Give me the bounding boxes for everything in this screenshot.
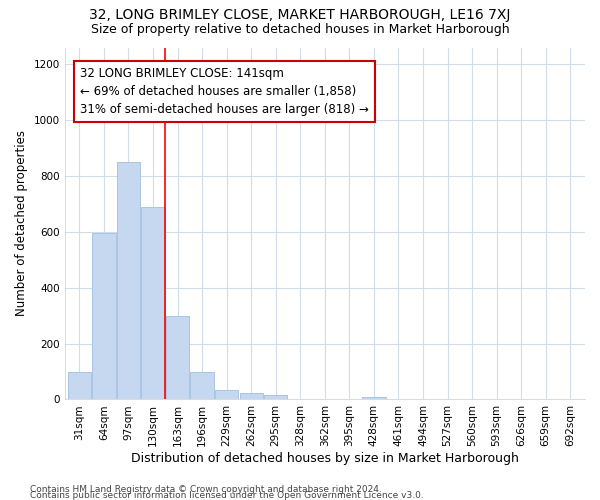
X-axis label: Distribution of detached houses by size in Market Harborough: Distribution of detached houses by size … — [131, 452, 519, 465]
Y-axis label: Number of detached properties: Number of detached properties — [15, 130, 28, 316]
Bar — [239, 394, 263, 400]
Bar — [117, 162, 140, 400]
Text: Contains public sector information licensed under the Open Government Licence v3: Contains public sector information licen… — [30, 491, 424, 500]
Bar — [190, 372, 214, 400]
Bar — [92, 234, 116, 400]
Bar — [215, 390, 238, 400]
Bar — [68, 372, 91, 400]
Text: 32, LONG BRIMLEY CLOSE, MARKET HARBOROUGH, LE16 7XJ: 32, LONG BRIMLEY CLOSE, MARKET HARBOROUG… — [89, 8, 511, 22]
Bar — [362, 396, 386, 400]
Text: Contains HM Land Registry data © Crown copyright and database right 2024.: Contains HM Land Registry data © Crown c… — [30, 485, 382, 494]
Text: 32 LONG BRIMLEY CLOSE: 141sqm
← 69% of detached houses are smaller (1,858)
31% o: 32 LONG BRIMLEY CLOSE: 141sqm ← 69% of d… — [80, 67, 369, 116]
Bar — [166, 316, 189, 400]
Bar — [264, 396, 287, 400]
Bar — [142, 206, 164, 400]
Text: Size of property relative to detached houses in Market Harborough: Size of property relative to detached ho… — [91, 22, 509, 36]
